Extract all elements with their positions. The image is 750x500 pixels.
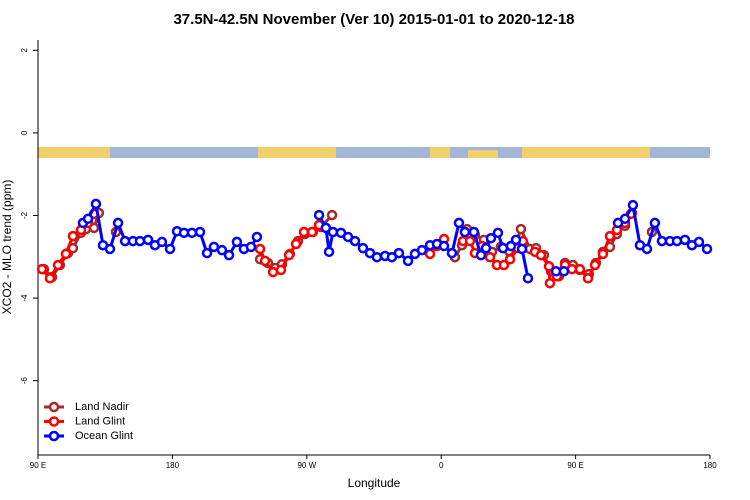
point — [589, 259, 601, 271]
point — [283, 249, 295, 261]
point — [446, 247, 458, 259]
point — [36, 263, 48, 275]
point — [679, 234, 691, 246]
series — [77, 198, 713, 284]
point — [60, 248, 72, 260]
point — [604, 230, 616, 242]
point — [290, 238, 302, 250]
point — [52, 259, 64, 271]
point — [656, 235, 668, 247]
x-tick-label: 180 — [166, 461, 180, 470]
point — [251, 231, 263, 243]
point — [459, 226, 471, 238]
point — [90, 198, 102, 210]
point — [510, 234, 522, 246]
legend-label: Ocean Glint — [75, 430, 133, 442]
point — [371, 251, 383, 263]
point — [498, 259, 510, 271]
legend-marker — [48, 416, 60, 427]
point — [671, 235, 683, 247]
point — [574, 263, 586, 275]
legend-marker — [48, 430, 60, 442]
point — [416, 244, 428, 256]
y-axis-label: XCO2 - MLO trend (ppm) — [0, 180, 14, 315]
point — [619, 213, 631, 225]
point — [298, 226, 310, 238]
point — [313, 209, 325, 221]
point — [231, 236, 243, 248]
x-tick-label: 0 — [439, 461, 444, 470]
point — [582, 273, 594, 284]
point — [693, 236, 705, 248]
point — [134, 235, 146, 247]
point — [558, 265, 570, 277]
point — [216, 244, 228, 256]
point — [543, 261, 555, 272]
point — [201, 247, 213, 259]
point — [156, 236, 168, 248]
point — [402, 255, 414, 267]
legend-label: Land Glint — [75, 415, 125, 427]
point — [186, 227, 198, 239]
point — [306, 226, 318, 238]
point — [326, 209, 338, 221]
point — [544, 277, 556, 289]
x-axis-label: Longitude — [348, 476, 401, 490]
chart-title: 37.5N-42.5N November (Ver 10) 2015-01-01… — [173, 11, 574, 28]
point — [67, 230, 79, 242]
point — [357, 242, 369, 254]
point — [480, 242, 492, 254]
point — [245, 241, 257, 253]
point — [475, 249, 487, 261]
legend-label: Land Nadir — [75, 401, 129, 413]
point — [701, 243, 713, 255]
point — [485, 232, 497, 244]
point — [323, 246, 335, 258]
point — [424, 248, 436, 260]
point — [484, 251, 496, 263]
point — [112, 217, 124, 229]
y-tick-label: -4 — [20, 294, 29, 302]
legend-marker — [48, 401, 60, 413]
point — [627, 199, 639, 211]
point — [208, 241, 220, 253]
point — [142, 234, 154, 246]
y-tick-label: 2 — [20, 48, 29, 53]
point — [164, 243, 176, 255]
point — [82, 213, 94, 225]
point — [522, 273, 534, 284]
point — [223, 249, 235, 261]
point — [327, 226, 339, 238]
point — [464, 235, 476, 247]
y-tick-label: 0 — [20, 130, 29, 135]
point — [254, 243, 266, 255]
point — [44, 273, 56, 284]
point — [492, 227, 504, 239]
point — [259, 255, 271, 267]
point — [649, 217, 661, 229]
x-tick-label: 90 E — [30, 461, 46, 470]
point — [504, 254, 516, 265]
point — [104, 243, 116, 255]
point — [393, 247, 405, 259]
point — [515, 223, 527, 235]
y-tick-label: -2 — [20, 211, 29, 219]
map-strip — [38, 147, 710, 158]
point — [597, 248, 609, 260]
point — [516, 243, 528, 255]
point — [438, 240, 450, 252]
point — [453, 217, 465, 229]
point — [194, 226, 206, 238]
point — [275, 264, 287, 276]
point — [349, 235, 361, 247]
point — [535, 249, 547, 261]
x-tick-label: 90 W — [297, 461, 316, 470]
point — [468, 226, 480, 238]
x-tick-label: 180 — [703, 461, 717, 470]
y-tick-label: -6 — [20, 377, 29, 385]
point — [641, 243, 653, 255]
x-tick-label: 90 E — [567, 461, 583, 470]
